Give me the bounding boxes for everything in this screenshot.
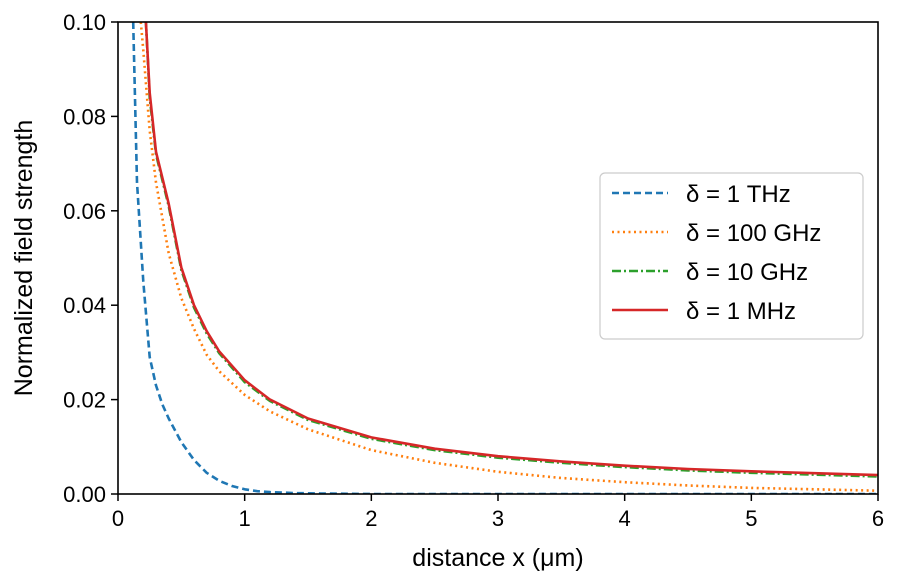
x-tick-label: 6	[872, 506, 884, 531]
y-tick-label: 0.06	[63, 199, 106, 224]
legend-label-0: δ = 1 THz	[686, 181, 791, 208]
y-axis-label: Normalized field strength	[10, 120, 38, 397]
y-tick-label: 0.08	[63, 104, 106, 129]
x-tick-label: 5	[745, 506, 757, 531]
legend-label-3: δ = 1 MHz	[686, 298, 796, 325]
series-line-2	[144, 22, 878, 478]
legend-box	[599, 172, 864, 340]
legend: δ = 1 THz δ = 100 GHz δ = 10 GHz δ = 1 MHz	[599, 172, 864, 340]
ticks-layer: 0 1 2 3 4 5 6 0.00 0.02 0.04 0.06 0.08 0.10	[63, 10, 884, 531]
x-tick-label: 3	[492, 506, 504, 531]
x-tick-label: 4	[619, 506, 631, 531]
x-tick-label: 2	[365, 506, 377, 531]
legend-label-1: δ = 100 GHz	[686, 220, 821, 247]
y-tick-label: 0.04	[63, 293, 106, 318]
x-tick-label: 0	[112, 506, 124, 531]
series-layer	[131, 22, 878, 494]
legend-label-2: δ = 10 GHz	[686, 259, 808, 286]
series-line-0	[131, 22, 878, 494]
y-tick-label: 0.02	[63, 388, 106, 413]
x-tick-label: 1	[239, 506, 251, 531]
series-line-3	[144, 22, 878, 477]
x-axis-label: distance x (μm)	[412, 544, 583, 572]
y-tick-label: 0.10	[63, 10, 106, 35]
y-tick-label: 0.00	[63, 482, 106, 507]
